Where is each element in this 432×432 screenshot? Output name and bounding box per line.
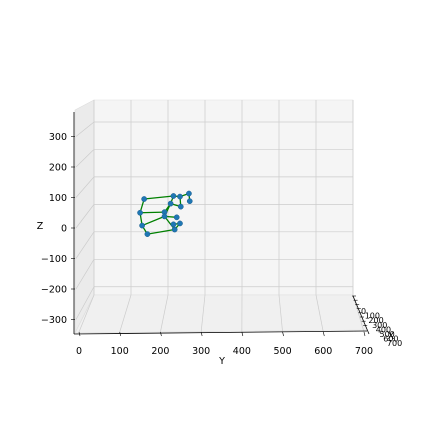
y-axis-label: Y bbox=[218, 356, 225, 367]
side-grid-line bbox=[75, 259, 95, 290]
x-tick-label: 600 bbox=[383, 335, 398, 344]
side-grid-line bbox=[75, 121, 95, 137]
data-point bbox=[177, 193, 183, 200]
data-point bbox=[161, 213, 168, 220]
axis-lines bbox=[73, 112, 370, 335]
y-tick-label: 700 bbox=[355, 346, 373, 357]
x-tick-label: 0 bbox=[361, 307, 366, 316]
floor-grid-line bbox=[160, 294, 169, 333]
x-axis-label: X bbox=[388, 331, 395, 342]
floor-grid-line bbox=[78, 294, 95, 333]
y-axis-line bbox=[73, 330, 368, 335]
z-tick-label: 300 bbox=[49, 132, 67, 143]
z-tick-label: −100 bbox=[41, 254, 67, 265]
link-line bbox=[141, 215, 165, 227]
data-point bbox=[170, 193, 177, 199]
x-tick-label: 400 bbox=[376, 325, 391, 334]
y-tick-label: 500 bbox=[274, 346, 292, 357]
y-tick-mark bbox=[363, 331, 366, 337]
data-point bbox=[167, 200, 174, 207]
side-grid-line bbox=[75, 286, 95, 320]
y-tick-mark bbox=[322, 331, 325, 337]
z-tick-label: −200 bbox=[41, 285, 67, 296]
side-grid-line bbox=[75, 149, 95, 168]
side-grid-line bbox=[75, 176, 95, 198]
data-point bbox=[141, 196, 147, 202]
data-point bbox=[186, 198, 193, 205]
data-point bbox=[177, 203, 184, 210]
data-points bbox=[137, 190, 193, 237]
x-tick-label: 200 bbox=[368, 316, 383, 325]
y-tick-mark bbox=[78, 331, 81, 337]
z-tick-label: 100 bbox=[49, 193, 67, 204]
x-tick-label: 500 bbox=[380, 330, 395, 339]
data-point bbox=[144, 231, 151, 237]
back-pane bbox=[93, 99, 354, 296]
y-tick-label: 400 bbox=[233, 346, 251, 357]
data-point bbox=[139, 222, 145, 229]
x-axis-line bbox=[352, 295, 370, 335]
data-point bbox=[137, 209, 143, 216]
y-tick-mark bbox=[282, 331, 284, 337]
z-tick-label: 200 bbox=[49, 163, 67, 174]
x-tick-label: 700 bbox=[387, 339, 402, 348]
y-tick-mark bbox=[119, 331, 122, 337]
floor-pane bbox=[74, 294, 368, 334]
link-line bbox=[144, 195, 174, 200]
panes bbox=[74, 99, 368, 334]
link-line bbox=[147, 228, 175, 235]
floor-grid-line bbox=[315, 294, 324, 333]
y-tick-label: 600 bbox=[314, 346, 332, 357]
data-point bbox=[186, 190, 192, 197]
y-tick-label: 200 bbox=[151, 346, 169, 357]
side-grid-line bbox=[75, 204, 95, 229]
y-tick-label: 0 bbox=[76, 346, 82, 357]
data-point bbox=[170, 221, 177, 228]
y-tick-label: 100 bbox=[111, 346, 129, 357]
z-tick-label: −300 bbox=[41, 315, 67, 326]
data-point bbox=[171, 226, 178, 233]
grid-lines bbox=[75, 100, 365, 333]
data-point bbox=[177, 220, 183, 227]
z-axis-label: Z bbox=[37, 221, 44, 232]
y-tick-label: 300 bbox=[192, 346, 210, 357]
y-tick-mark bbox=[200, 331, 203, 337]
y-tick-mark bbox=[241, 331, 244, 337]
link-line bbox=[140, 211, 165, 214]
y-tick-mark bbox=[160, 331, 162, 337]
data-point bbox=[173, 214, 180, 221]
z-tick-label: 0 bbox=[61, 224, 67, 235]
floor-grid-line bbox=[278, 294, 283, 333]
x-tick-label: 300 bbox=[372, 321, 387, 330]
floor-grid-line bbox=[200, 294, 206, 333]
x-tick-label: 100 bbox=[365, 312, 380, 321]
ticks: 0 100 200 300 400 500 600 7003002001000−100−200… bbox=[41, 132, 402, 357]
floor-grid-line bbox=[119, 294, 132, 333]
side-grid-line bbox=[75, 231, 95, 259]
